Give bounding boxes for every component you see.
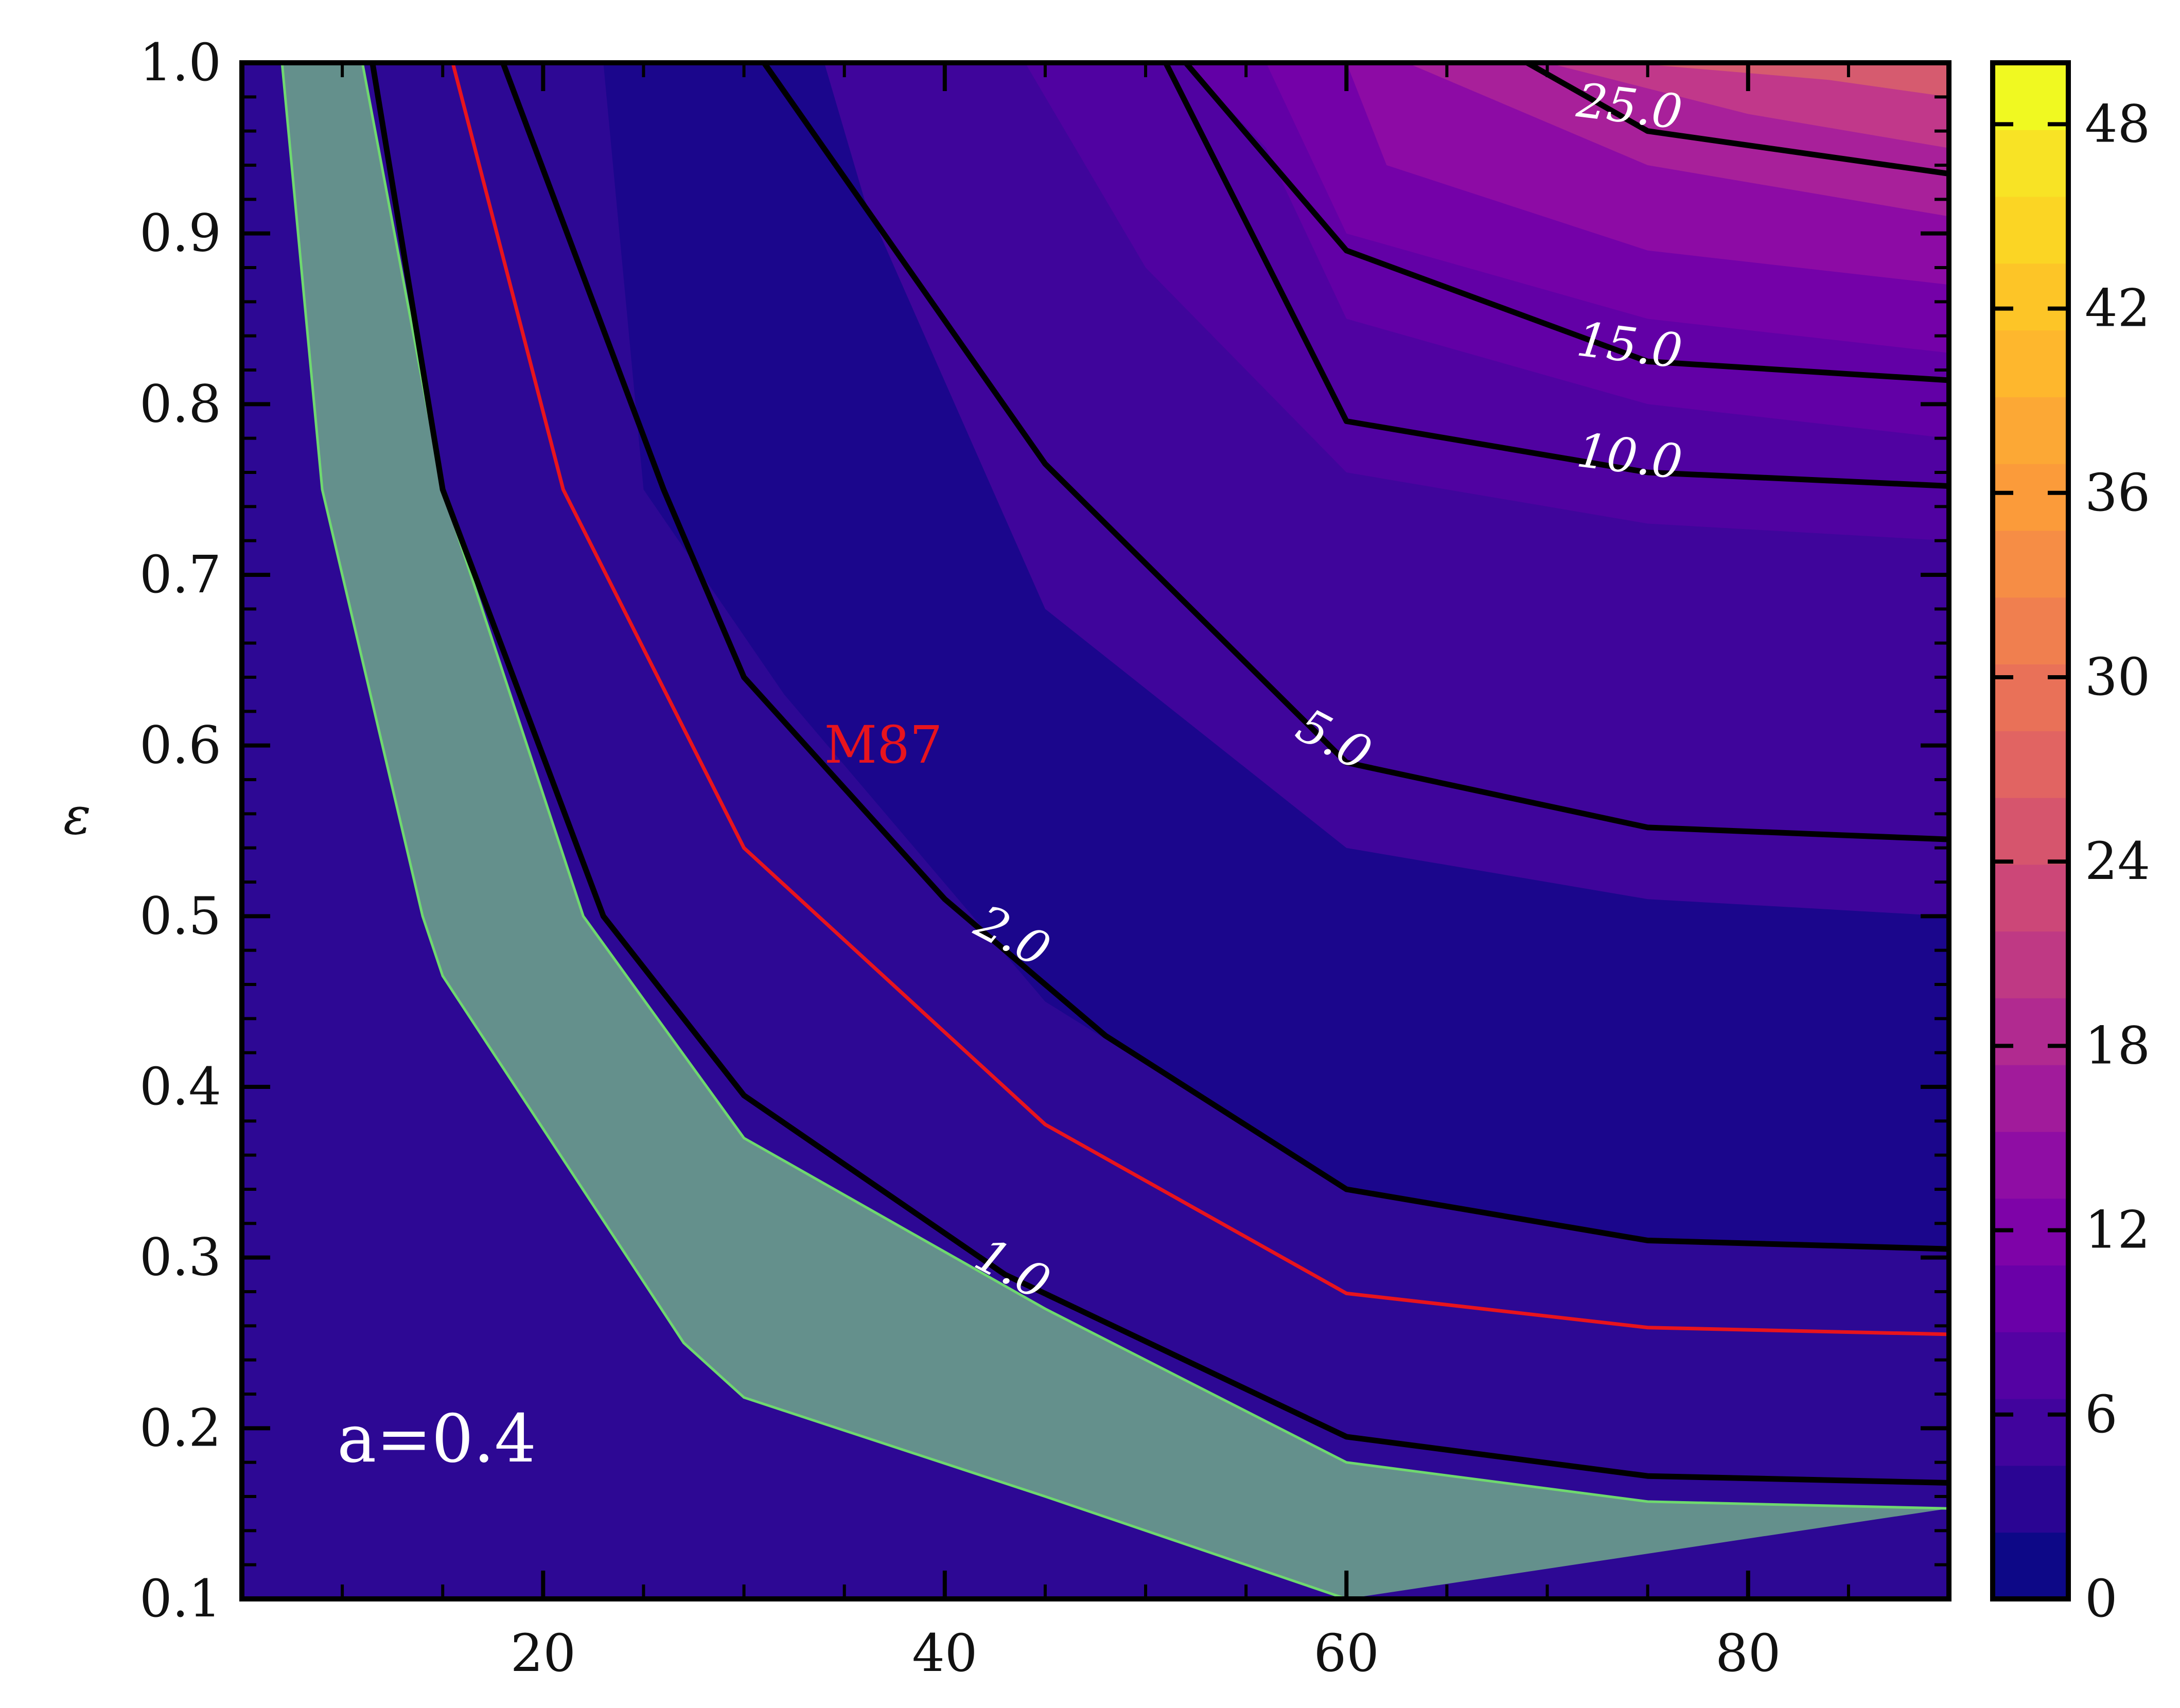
contour-line-15.0	[1183, 63, 1949, 383]
y-tick-label: 1.0	[139, 32, 221, 93]
excluded-band-lower-edge	[280, 63, 1347, 1599]
y-tick-label: 0.4	[139, 1057, 221, 1117]
colorbar-segment	[1993, 1131, 2068, 1199]
colorbar-tick-label: 36	[2085, 463, 2150, 523]
colorbar-segment	[1993, 263, 2068, 331]
colorbar-segment	[1993, 463, 2068, 531]
contour-line-5.0	[762, 63, 1949, 842]
colorbar-segment	[1993, 1265, 2068, 1332]
colorbar-segment	[1993, 1532, 2068, 1599]
axis-ticks	[242, 61, 1950, 1601]
contour-label-10.0: 10.0	[1574, 422, 1685, 490]
plot-frame	[239, 60, 1952, 1601]
colorbar-segment	[1993, 330, 2068, 397]
colorbar-tick-label: 0	[2085, 1569, 2118, 1629]
x-tick-label: 80	[1715, 1623, 1781, 1683]
colorbar-segment	[1993, 1465, 2068, 1533]
x-tick-label: 40	[912, 1623, 977, 1683]
y-tick-label: 0.7	[139, 544, 221, 605]
contour-line-10.0	[1163, 63, 1949, 489]
plot-area	[242, 63, 1949, 1599]
colorbar-segment	[1993, 864, 2068, 932]
colorbar-segment	[1993, 1331, 2068, 1399]
colorbar-frame	[1990, 60, 2071, 1601]
excluded-region	[280, 63, 1949, 1599]
y-tick-label: 0.5	[139, 886, 221, 946]
colorbar-segment	[1993, 396, 2068, 464]
y-tick-label: 0.3	[139, 1227, 221, 1288]
colorbar	[1990, 60, 2071, 1601]
colorbar-tick-label: 42	[2085, 278, 2150, 339]
contour-label-25.0: 25.0	[1573, 73, 1685, 140]
contour-lines	[370, 63, 1949, 1486]
colorbar-segment	[1993, 63, 2068, 130]
colorbar-segment	[1993, 730, 2068, 798]
colorbar-segment	[1993, 196, 2068, 264]
m87-label: M87	[824, 715, 943, 775]
colorbar-segment	[1993, 1064, 2068, 1132]
contour-line-25.0	[1525, 63, 1949, 177]
excluded-band-fill	[282, 63, 1949, 1599]
colorbar-segment	[1993, 931, 2068, 998]
colorbar-segment	[1993, 664, 2068, 731]
x-tick-label: 20	[511, 1623, 576, 1683]
m87-curve	[451, 63, 1949, 1336]
colorbar-tick-label: 18	[2085, 1015, 2150, 1076]
colorbar-tick-label: 6	[2085, 1384, 2118, 1445]
colorbar-segment	[1993, 530, 2068, 598]
colorbar-segment	[1993, 129, 2068, 197]
contour-line-1.0	[370, 63, 1949, 1486]
colorbar-tick-label: 30	[2085, 647, 2150, 707]
y-tick-label: 0.1	[139, 1569, 221, 1629]
colorbar-segment	[1993, 597, 2068, 665]
contour-band-26	[1627, 63, 1949, 97]
contour-line-2.0	[500, 63, 1949, 1252]
y-tick-label: 0.2	[139, 1398, 221, 1458]
colorbar-tick-label: 48	[2085, 94, 2150, 154]
y-tick-label: 0.8	[139, 374, 221, 434]
colorbar-tick-labels: 0 6 12 18 24 30 36 42 48	[2085, 94, 2150, 1629]
contour-band-22	[1547, 63, 1949, 148]
y-tick-label: 0.9	[139, 203, 221, 263]
excluded-band-upper-edge	[361, 63, 1949, 1510]
colorbar-segment	[1993, 1398, 2068, 1466]
axis-tick-labels: 20 40 60 80 0.1 0.2 0.3 0.4 0.5 0.6 0.7 0.8 0.9 1.0	[139, 32, 1781, 1683]
x-tick-label: 60	[1314, 1623, 1379, 1683]
y-tick-label: 0.6	[139, 715, 221, 776]
colorbar-segment	[1993, 997, 2068, 1065]
contour-label-15.0: 15.0	[1574, 312, 1685, 379]
colorbar-segment	[1993, 797, 2068, 865]
colorbar-tick-label: 24	[2085, 831, 2150, 891]
y-axis-label: ε	[63, 786, 91, 846]
m87-curve-group	[451, 63, 1949, 1336]
parameter-annotation: a=0.4	[337, 1401, 536, 1477]
colorbar-tick-label: 12	[2085, 1200, 2150, 1260]
